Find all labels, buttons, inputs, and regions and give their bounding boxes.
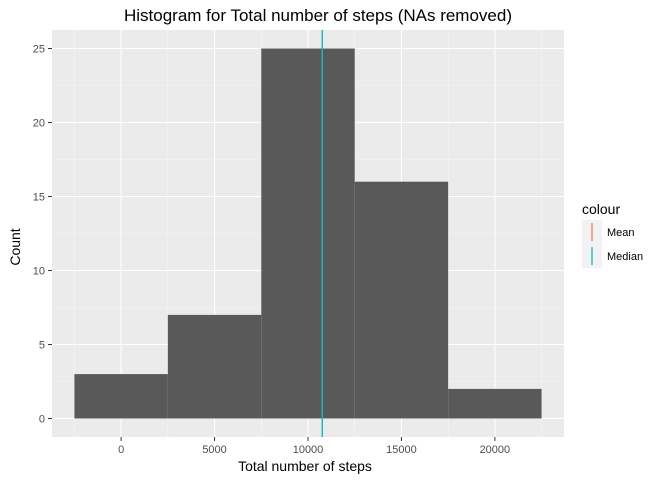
histogram-bar	[261, 48, 355, 419]
x-axis: 0 5000 10000 15000 20000	[118, 437, 510, 456]
x-tick-label: 10000	[293, 444, 324, 456]
histogram-bar	[74, 374, 168, 419]
y-axis-title: Count	[7, 228, 23, 265]
legend-label: Median	[607, 251, 643, 263]
y-tick-label: 0	[39, 414, 45, 426]
y-tick-label: 5	[39, 340, 45, 352]
y-tick-label: 15	[33, 192, 45, 204]
legend-label: Mean	[607, 227, 635, 239]
legend: colour Mean Median	[582, 201, 643, 268]
chart-title: Histogram for Total number of steps (NAs…	[124, 6, 512, 25]
y-tick-label: 25	[33, 44, 45, 56]
x-tick-label: 20000	[480, 444, 511, 456]
histogram-bar	[448, 388, 542, 419]
histogram-bar	[354, 181, 449, 419]
histogram-bars	[74, 48, 542, 419]
legend-entries: Mean Median	[582, 220, 643, 268]
x-tick-label: 5000	[202, 444, 226, 456]
y-tick-label: 20	[33, 118, 45, 130]
legend-title: colour	[582, 201, 620, 217]
x-axis-title: Total number of steps	[238, 458, 372, 474]
histogram-bar	[167, 314, 262, 419]
y-axis: 0 5 10 15 20 25	[33, 44, 52, 426]
x-tick-label: 15000	[386, 444, 417, 456]
x-tick-label: 0	[118, 444, 124, 456]
y-tick-label: 10	[33, 266, 45, 278]
